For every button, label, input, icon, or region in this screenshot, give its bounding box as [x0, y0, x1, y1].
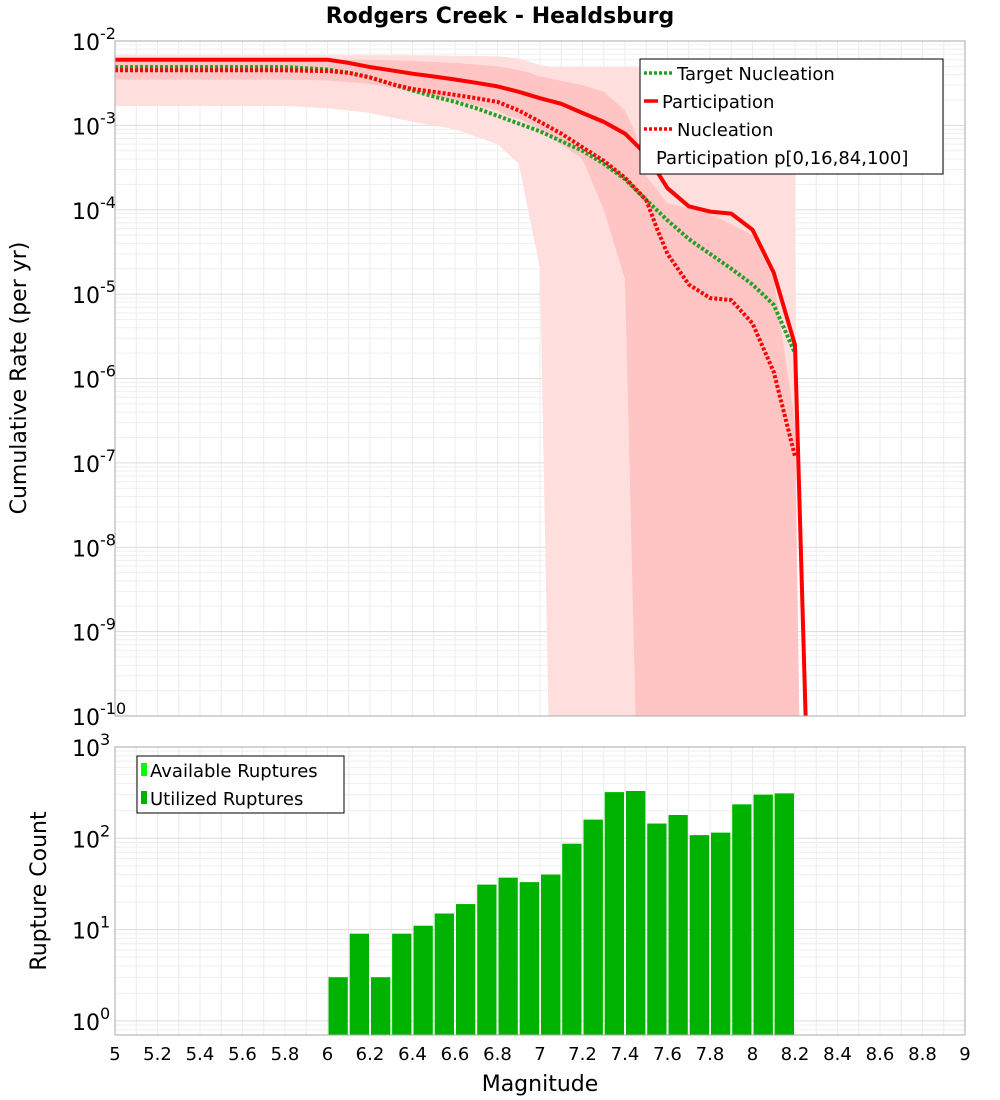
bottom-y-tick-label: 100	[72, 1004, 110, 1036]
bar-utilized-ruptures	[434, 913, 454, 1035]
bar-utilized-ruptures	[349, 933, 369, 1035]
legend-label-participation-percentiles: Participation p[0,16,84,100]	[656, 148, 908, 169]
bottom-y-tick-label: 103	[72, 730, 110, 762]
bar-utilized-ruptures	[413, 925, 433, 1035]
x-tick-label: 6.4	[398, 1044, 427, 1065]
bar-utilized-ruptures	[456, 904, 476, 1035]
bar-utilized-ruptures	[604, 792, 624, 1035]
bottom-plot-frame	[114, 746, 966, 1036]
legend-label-available-ruptures: Available Ruptures	[150, 761, 318, 782]
bottom-y-tick-label: 101	[72, 913, 110, 945]
x-tick-label: 6	[322, 1044, 333, 1065]
x-tick-labels: 5 5.2 5.4 5.6 5.8 6 6.2 6.4 6.6 6.8 7 7.2 7.4 7.6 7.8 8…	[109, 1044, 970, 1065]
top-grid	[114, 41, 966, 717]
x-tick-label: 6.6	[441, 1044, 470, 1065]
x-tick-label: 7	[534, 1044, 545, 1065]
participation-bands	[115, 55, 800, 717]
line-target-nucleation	[115, 65, 797, 354]
x-tick-label: 5	[109, 1044, 120, 1065]
x-tick-label: 6.2	[356, 1044, 385, 1065]
bar-utilized-ruptures	[392, 933, 412, 1035]
bar-utilized-ruptures	[328, 977, 348, 1035]
bottom-y-tick-label: 102	[72, 821, 110, 853]
x-tick-label: 8.8	[908, 1044, 937, 1065]
legend-label-participation: Participation	[662, 92, 774, 113]
top-y-tick-label: 10-9	[72, 615, 116, 647]
legend-swatch-utilized-ruptures	[141, 791, 147, 804]
bottom-y-tick-labels: 103 102 101 100	[72, 730, 110, 1036]
top-y-tick-label: 10-7	[72, 446, 116, 478]
top-y-tick-labels: 10-2 10-3 10-4 10-5 10-6 10-7 10-8 10-9 10-10	[72, 24, 126, 731]
x-tick-label: 8.4	[823, 1044, 852, 1065]
x-tick-label: 8	[747, 1044, 758, 1065]
x-tick-label: 5.2	[143, 1044, 172, 1065]
bar-utilized-ruptures	[774, 793, 794, 1035]
bar-utilized-ruptures	[498, 877, 518, 1035]
x-tick-label: 7.4	[611, 1044, 640, 1065]
top-panel: 10-2 10-3 10-4 10-5 10-6 10-7 10-8 10-9 10-10 Cu…	[7, 24, 966, 731]
bar-utilized-ruptures	[519, 882, 540, 1035]
top-y-axis-label: Cumulative Rate (per yr)	[7, 242, 32, 515]
top-y-tick-label: 10-2	[72, 24, 116, 56]
bar-utilized-ruptures	[626, 791, 646, 1035]
bar-utilized-ruptures	[711, 832, 731, 1035]
bar-utilized-ruptures	[689, 835, 710, 1035]
rate-series	[115, 57, 808, 717]
bar-utilized-ruptures	[541, 874, 561, 1035]
top-y-tick-label: 10-10	[72, 699, 126, 731]
bar-utilized-ruptures	[668, 815, 688, 1035]
bar-utilized-ruptures	[732, 804, 752, 1035]
x-tick-label: 7.6	[653, 1044, 682, 1065]
top-legend: Target Nucleation Participation Nucleati…	[639, 58, 944, 175]
legend-label-utilized-ruptures: Utilized Ruptures	[150, 789, 303, 810]
bottom-legend-box	[136, 755, 345, 814]
bar-utilized-ruptures	[647, 823, 667, 1035]
rupture-count-bars	[328, 791, 794, 1035]
bar-utilized-ruptures	[562, 843, 582, 1035]
chart-title: Rodgers Creek - Healdsburg	[326, 4, 675, 29]
top-legend-box	[639, 58, 944, 175]
legend-swatch-available-ruptures	[141, 763, 147, 776]
bottom-legend: Available Ruptures Utilized Ruptures	[136, 755, 345, 814]
top-y-tick-label: 10-4	[72, 193, 116, 225]
bar-utilized-ruptures	[477, 884, 497, 1035]
x-tick-label: 9	[959, 1044, 970, 1065]
top-y-tick-label: 10-3	[72, 108, 116, 140]
top-plot-frame	[114, 40, 966, 717]
line-participation	[115, 57, 808, 717]
bar-utilized-ruptures	[753, 794, 773, 1035]
x-tick-label: 8.6	[866, 1044, 895, 1065]
top-y-tick-label: 10-5	[72, 277, 116, 309]
top-y-tick-label: 10-8	[72, 530, 116, 562]
x-tick-label: 7.2	[568, 1044, 597, 1065]
band-p16-p84	[115, 59, 800, 716]
x-tick-label: 6.8	[483, 1044, 512, 1065]
bar-utilized-ruptures	[371, 977, 391, 1035]
x-axis-label: Magnitude	[482, 1072, 599, 1097]
x-tick-label: 5.6	[228, 1044, 257, 1065]
top-y-tick-label: 10-6	[72, 362, 116, 394]
bar-utilized-ruptures	[583, 819, 603, 1035]
bottom-y-axis-label: Rupture Count	[27, 811, 52, 971]
legend-label-nucleation: Nucleation	[677, 120, 773, 141]
legend-label-target-nucleation: Target Nucleation	[676, 64, 835, 85]
x-tick-label: 5.8	[271, 1044, 300, 1065]
x-tick-label: 5.4	[186, 1044, 215, 1065]
x-tick-label: 7.8	[696, 1044, 725, 1065]
bottom-panel: 103 102 101 100 5 5.2 5.4 5.6 5.8 6 6.2 6.4 6.6 6.8 7…	[27, 730, 971, 1097]
x-tick-label: 8.2	[781, 1044, 810, 1065]
